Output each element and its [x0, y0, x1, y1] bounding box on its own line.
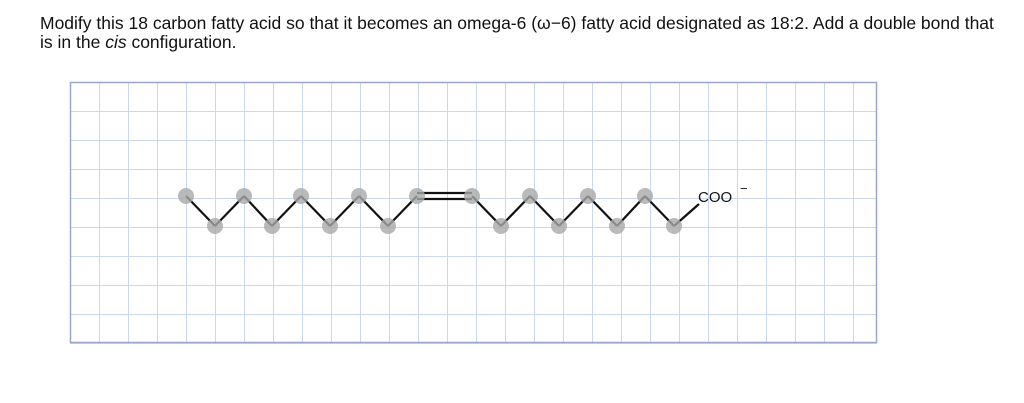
- coo-charge: −: [740, 181, 748, 196]
- atom-handle: [609, 218, 625, 234]
- canvas-border: [69, 81, 878, 344]
- atom-handle: [637, 188, 653, 204]
- atom-handle: [464, 188, 480, 204]
- question-text-end: configuration.: [126, 32, 237, 52]
- question-emphasis: cis: [105, 32, 127, 52]
- atom-handle: [409, 188, 425, 204]
- atom-handle: [522, 188, 538, 204]
- atom-handle: [236, 188, 252, 204]
- molecule[interactable]: [178, 188, 700, 234]
- atom-handle: [293, 188, 309, 204]
- question: Modify this 18 carbon fatty acid so that…: [40, 14, 1000, 52]
- atom-handle: [351, 188, 367, 204]
- atom-handle: [380, 218, 396, 234]
- atom-handle: [322, 218, 338, 234]
- atom-handle: [551, 218, 567, 234]
- coo-label: COO: [698, 189, 732, 206]
- atom-handle: [493, 218, 509, 234]
- question-text: Modify this 18 carbon fatty acid so that…: [40, 13, 994, 52]
- atom-handle: [666, 218, 682, 234]
- atom-handle: [178, 188, 194, 204]
- grid: [70, 82, 877, 344]
- atom-handle: [580, 188, 596, 204]
- atom-handle: [207, 218, 223, 234]
- atom-handle: [264, 218, 280, 234]
